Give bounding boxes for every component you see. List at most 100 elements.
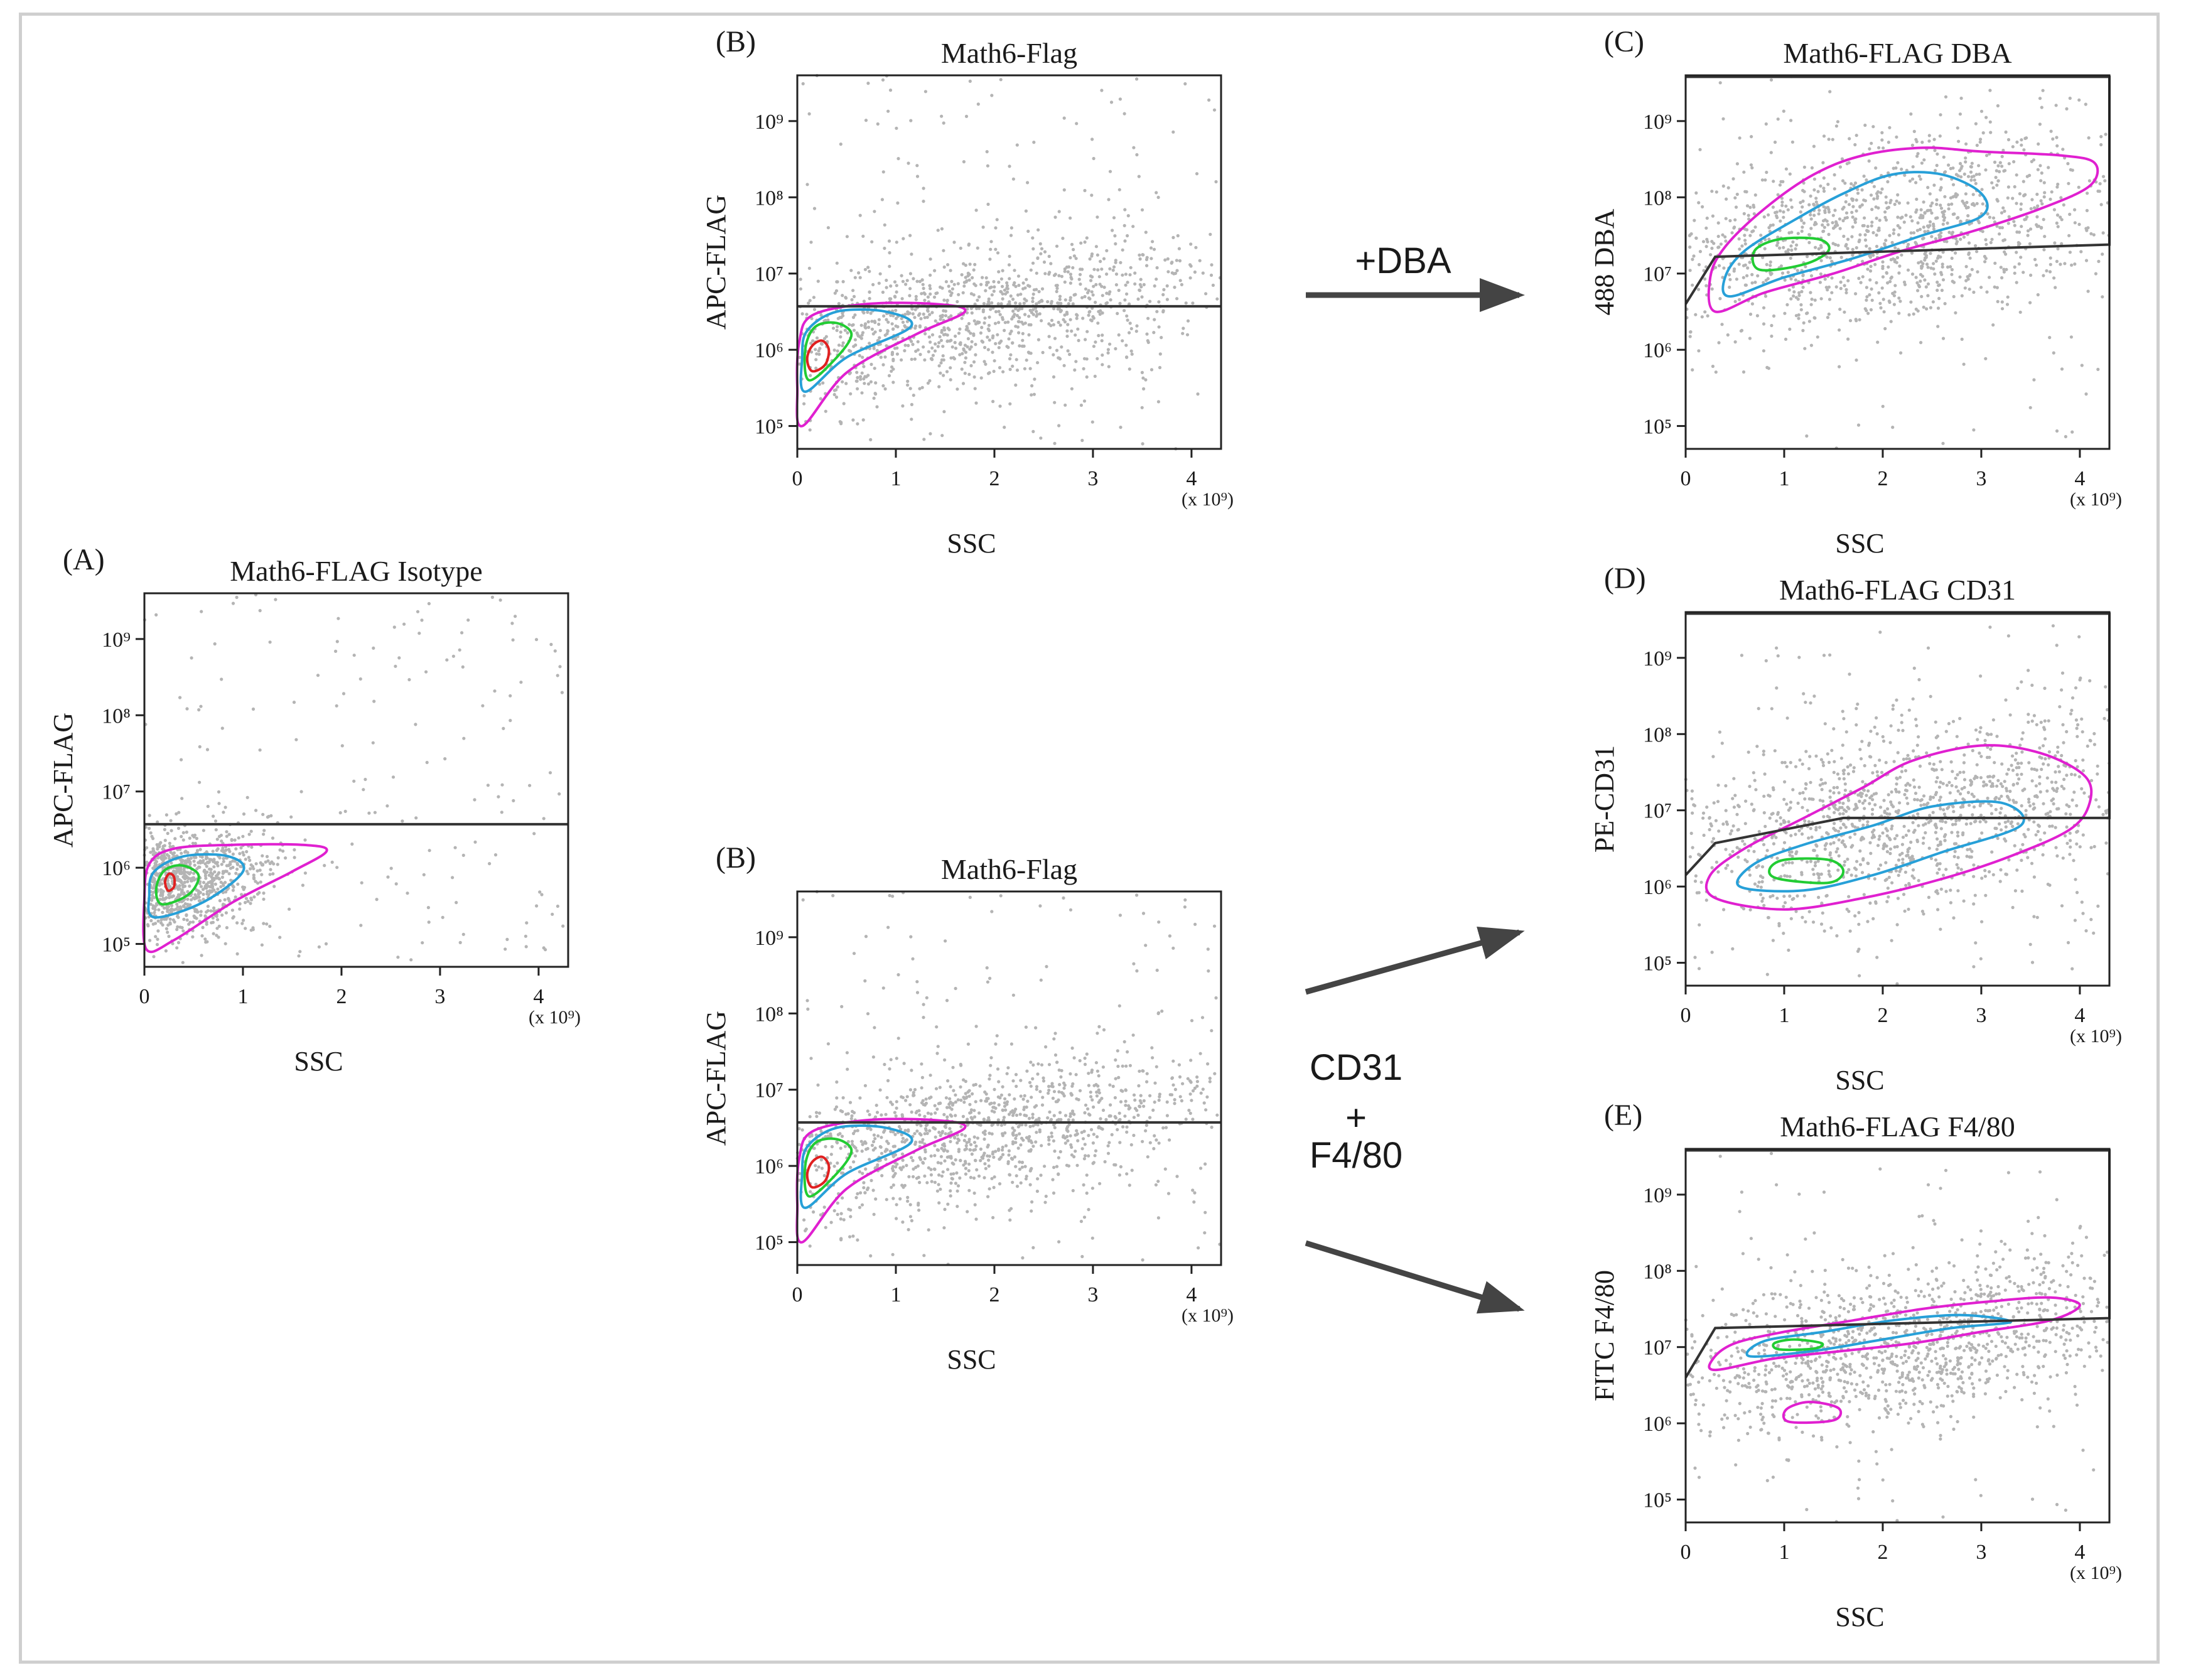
scatter-dot (560, 691, 564, 694)
scatter-dot (1092, 1105, 1096, 1109)
scatter-dot (933, 1180, 937, 1184)
scatter-dot (962, 284, 966, 288)
scatter-dot (1168, 1093, 1172, 1097)
scatter-dot (274, 598, 277, 601)
scatter-dot (965, 311, 969, 315)
scatter-dot (152, 955, 156, 959)
scatter-dot (1011, 993, 1015, 997)
scatter-dot (819, 397, 822, 401)
scatter-dot (1188, 1092, 1192, 1096)
scatter-dot (1919, 177, 1922, 181)
scatter-dot (1925, 262, 1929, 266)
scatter-dot (1878, 218, 1882, 222)
scatter-dot (1117, 333, 1121, 337)
scatter-dot (895, 1162, 899, 1166)
scatter-dot (1974, 244, 1978, 248)
scatter-dot (1010, 1042, 1013, 1046)
scatter-dot (949, 269, 952, 272)
scatter-dot (998, 1096, 1002, 1100)
scatter-dot (1173, 1102, 1176, 1106)
scatter-dot (942, 410, 946, 414)
scatter-dot (149, 902, 153, 906)
scatter-dot (933, 1104, 937, 1107)
scatter-dot (829, 1153, 833, 1156)
scatter-dot (227, 832, 231, 836)
scatter-dot (875, 405, 879, 409)
scatter-dot (930, 358, 934, 362)
scatter-dot (1895, 135, 1898, 139)
scatter-dot (1794, 247, 1797, 251)
scatter-dot (1940, 288, 1944, 293)
scatter-dot (163, 839, 167, 843)
scatter-dot (180, 797, 184, 800)
scatter-dot (1207, 98, 1211, 102)
scatter-dot (1066, 1139, 1070, 1143)
scatter-dot (1902, 220, 1906, 224)
scatter-dot (156, 847, 159, 851)
scatter-dot (996, 1148, 1001, 1152)
scatter-dot (1195, 1080, 1199, 1084)
scatter-dot (1090, 1069, 1094, 1072)
scatter-dot (1753, 225, 1757, 229)
scatter-dot (991, 1215, 995, 1220)
scatter-dot (1121, 248, 1124, 252)
scatter-dot (1165, 298, 1169, 301)
scatter-dot (1101, 1065, 1105, 1069)
scatter-dot (1857, 276, 1861, 280)
scatter-dot (1969, 165, 1973, 169)
scatter-dot (974, 322, 978, 326)
scatter-dot (1091, 315, 1095, 319)
scatter-dot (177, 867, 181, 871)
scatter-dot (812, 1210, 816, 1214)
scatter-dot (2022, 193, 2027, 197)
scatter-dot (856, 387, 859, 390)
scatter-dot (888, 264, 891, 268)
scatter-dot (883, 355, 887, 359)
scatter-dot (1138, 257, 1142, 261)
scatter-dot (1865, 309, 1868, 313)
scatter-dot (933, 349, 937, 353)
scatter-dot (908, 294, 912, 298)
scatter-dot (1915, 197, 1919, 201)
scatter-dot (2054, 826, 2057, 829)
scatter-dot (1844, 200, 1848, 204)
scatter-dot (1817, 212, 1821, 216)
scatter-dot (488, 862, 492, 866)
scatter-dot (2019, 207, 2023, 212)
scatter-dot (962, 1163, 966, 1167)
scatter-dot (2039, 199, 2043, 203)
scatter-dot (1074, 1073, 1078, 1077)
scatter-dot (1024, 1025, 1028, 1029)
scatter-dot (1072, 293, 1076, 297)
scatter-dot (1855, 246, 1858, 250)
scatter-dot (944, 1126, 947, 1129)
scatter-dot (947, 328, 951, 331)
scatter-dot (205, 922, 208, 926)
scatter-dot (887, 239, 891, 243)
scatter-dot (1019, 1143, 1023, 1147)
scatter-dot (923, 332, 927, 336)
scatter-dot (1021, 1138, 1025, 1142)
scatter-dot (422, 873, 426, 876)
scatter-dot (2000, 307, 2005, 311)
scatter-dot (1135, 1109, 1139, 1112)
scatter-dot (1767, 213, 1770, 217)
scatter-dot (999, 1093, 1003, 1097)
scatter-dot (210, 882, 214, 886)
scatter-dot (2022, 148, 2026, 152)
scatter-dot (1995, 183, 1999, 187)
scatter-dot (935, 1107, 939, 1111)
scatter-dot (1020, 1165, 1024, 1169)
scatter-dot (1067, 302, 1070, 306)
scatter-dot (1123, 112, 1126, 116)
scatter-dot (256, 881, 260, 885)
scatter-dot (153, 911, 156, 915)
scatter-dot (864, 375, 868, 379)
scatter-dot (1083, 188, 1087, 193)
scatter-dot (902, 1062, 906, 1065)
scatter-dot (1210, 1126, 1214, 1129)
scatter-dot (1860, 188, 1864, 192)
scatter-dot (1831, 137, 1834, 141)
